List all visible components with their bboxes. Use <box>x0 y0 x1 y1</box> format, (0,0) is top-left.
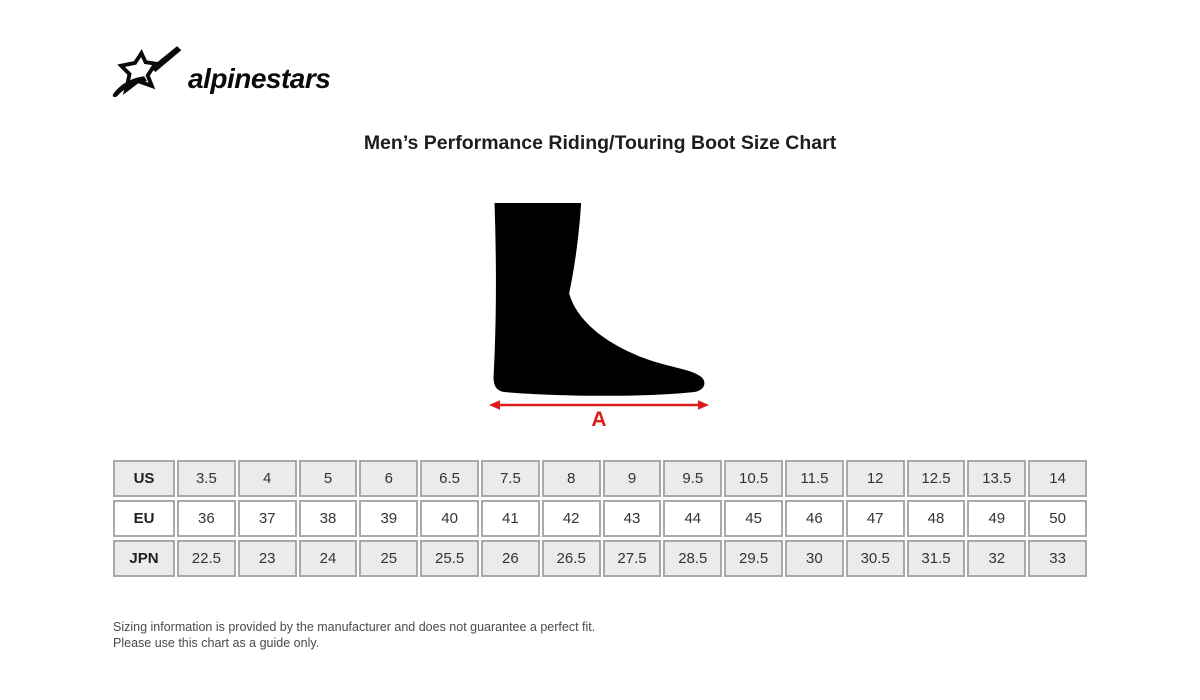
disclaimer-line1: Sizing information is provided by the ma… <box>113 620 596 634</box>
size-cell: 36 <box>177 500 236 537</box>
size-cell: 28.5 <box>663 540 723 577</box>
brand-logo: alpinestars <box>112 44 331 100</box>
disclaimer: Sizing information is provided by the ma… <box>113 619 595 651</box>
size-cell: 5 <box>298 460 358 497</box>
size-cell: 4 <box>237 460 297 497</box>
size-cell: 40 <box>420 500 479 537</box>
size-cell: 22.5 <box>177 540 236 577</box>
size-cell: 6.5 <box>420 460 479 497</box>
size-cell: 10.5 <box>724 460 783 497</box>
size-cell: 32 <box>967 540 1027 577</box>
measurement-label-a: A <box>591 408 607 431</box>
size-cell: 23 <box>237 540 297 577</box>
size-cell: 46 <box>784 500 844 537</box>
size-row-label: EU <box>113 500 175 537</box>
size-cell: 30 <box>784 540 844 577</box>
size-cell: 47 <box>845 500 905 537</box>
size-cell: 50 <box>1028 500 1087 537</box>
size-cell: 44 <box>663 500 723 537</box>
size-table: US 3.5 4 5 6 6.5 7.5 8 9 9.5 10.5 11.5 12 12.5 13.5 14 E… <box>113 460 1087 577</box>
size-cell: 7.5 <box>480 460 540 497</box>
size-cell: 25.5 <box>420 540 479 577</box>
size-cell: 43 <box>602 500 662 537</box>
size-cell: 45 <box>724 500 783 537</box>
size-cell: 31.5 <box>906 540 966 577</box>
size-cell: 25 <box>359 540 419 577</box>
disclaimer-line2: Please use this chart as a guide only. <box>113 636 320 650</box>
size-cell: 27.5 <box>602 540 662 577</box>
size-cell: 11.5 <box>784 460 844 497</box>
size-cell: 30.5 <box>845 540 905 577</box>
page-title: Men’s Performance Riding/Touring Boot Si… <box>363 132 837 154</box>
size-cell: 41 <box>480 500 540 537</box>
size-cell: 14 <box>1028 460 1087 497</box>
size-cell: 29.5 <box>724 540 783 577</box>
size-row-label: US <box>113 460 175 497</box>
size-cell: 26 <box>480 540 540 577</box>
alpinestars-star-icon <box>112 44 182 100</box>
size-cell: 49 <box>967 500 1027 537</box>
size-cell: 9 <box>602 460 662 497</box>
size-cell: 3.5 <box>177 460 236 497</box>
size-cell: 12 <box>845 460 905 497</box>
size-cell: 37 <box>237 500 297 537</box>
size-cell: 24 <box>298 540 358 577</box>
size-cell: 48 <box>906 500 966 537</box>
size-cell: 6 <box>359 460 419 497</box>
size-row-label: JPN <box>113 540 175 577</box>
size-cell: 39 <box>359 500 419 537</box>
size-cell: 12.5 <box>906 460 966 497</box>
brand-wordmark: alpinestars <box>188 63 331 94</box>
size-cell: 9.5 <box>663 460 723 497</box>
size-cell: 13.5 <box>967 460 1027 497</box>
size-cell: 33 <box>1028 540 1087 577</box>
foot-length-arrow-icon <box>488 398 710 412</box>
size-cell: 8 <box>541 460 601 497</box>
foot-silhouette-icon <box>490 202 710 396</box>
size-cell: 42 <box>541 500 601 537</box>
size-cell: 26.5 <box>541 540 601 577</box>
size-cell: 38 <box>298 500 358 537</box>
